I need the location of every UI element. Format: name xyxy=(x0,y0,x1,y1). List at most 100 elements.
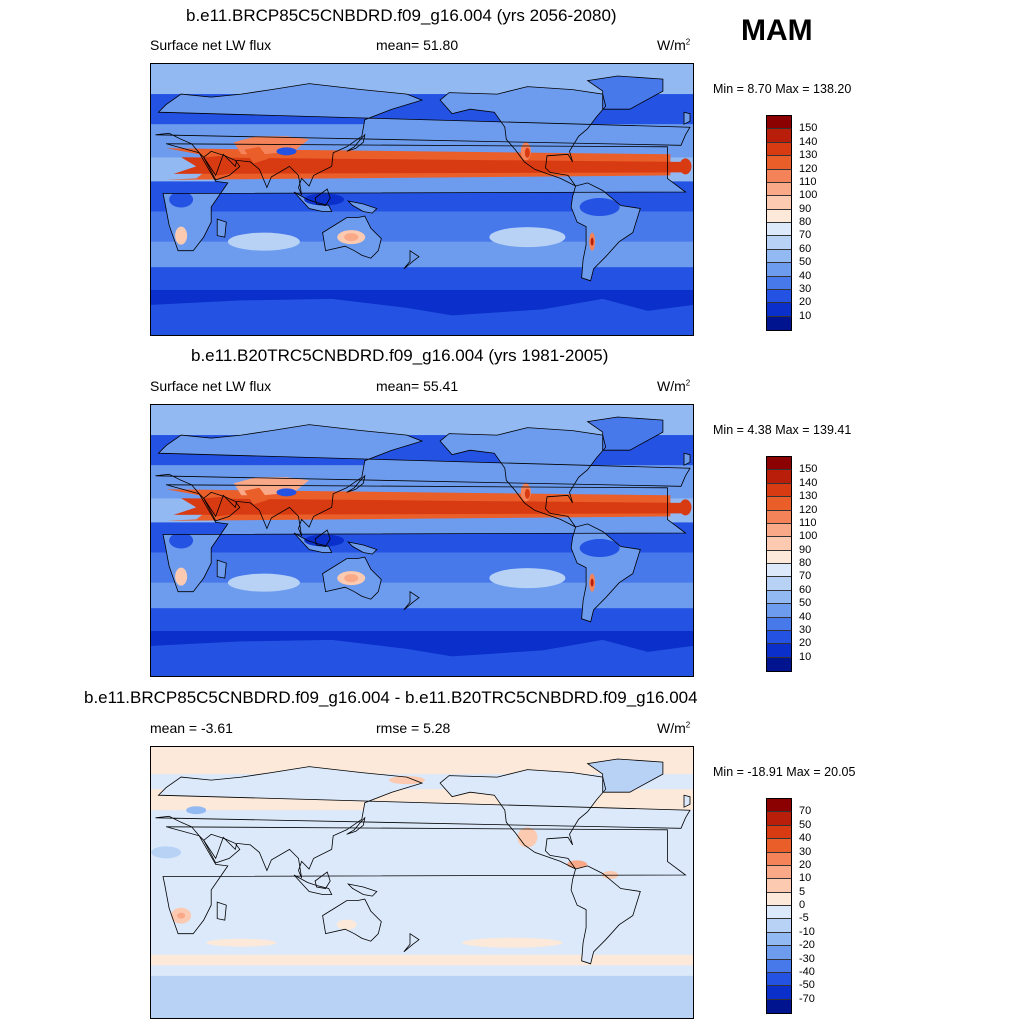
diff-field-patch xyxy=(177,912,186,919)
coastline-namerica xyxy=(439,769,607,870)
colorbar-tick-label: 50 xyxy=(799,256,812,269)
tropical-field xyxy=(579,198,620,217)
coastline-indonesia xyxy=(293,874,333,895)
colorbar-tick-label: 0 xyxy=(799,899,806,911)
colorbar-swatch xyxy=(767,604,791,618)
panel1-minmax: Min = 8.70 Max = 138.20 xyxy=(713,82,852,96)
desert-field xyxy=(244,487,269,505)
colorbar-tick-label: 10 xyxy=(799,872,812,885)
colorbar-swatch xyxy=(767,223,791,237)
land-field-uk xyxy=(684,795,690,808)
colorbar-tick-label: 110 xyxy=(799,175,817,188)
coastline-arabia xyxy=(203,150,241,181)
colorbar-swatch xyxy=(767,209,791,223)
ocean-field-patch xyxy=(489,568,566,589)
colorbar-tick-label: -30 xyxy=(799,952,815,965)
coastline-greenland xyxy=(586,758,664,793)
colorbar-swatch xyxy=(767,510,791,524)
colorbar-swatch xyxy=(767,169,791,183)
coastline-uk xyxy=(683,111,691,125)
colorbar-swatch xyxy=(767,919,791,933)
colorbar-tick-label: 70 xyxy=(799,805,812,818)
diff-field-band xyxy=(151,954,693,966)
panel3-minmax: Min = -18.91 Max = 20.05 xyxy=(713,765,856,779)
map-field-svg xyxy=(151,747,693,1018)
land-field-png xyxy=(348,201,377,214)
colorbar-tick-label: 100 xyxy=(799,189,818,202)
colorbar-swatches xyxy=(766,115,792,331)
colorbar-tick-label: -5 xyxy=(799,912,809,925)
colorbar-swatch xyxy=(767,457,791,471)
coastline-eurasia xyxy=(155,83,691,196)
panel2-variable-label: Surface net LW flux xyxy=(150,378,272,394)
colorbar-tick-label: 20 xyxy=(799,858,812,871)
tropical-field xyxy=(579,539,620,558)
desert-field xyxy=(175,226,188,245)
coastline-africa xyxy=(162,484,687,593)
panel3-rmse-label: rmse = 5.28 xyxy=(376,720,451,736)
land-field-indonesia xyxy=(294,875,332,895)
desert-field xyxy=(524,147,530,158)
diff-field-patch xyxy=(206,938,277,947)
colorbar-swatch xyxy=(767,812,791,826)
land-field-png xyxy=(348,542,377,555)
colorbar-swatch xyxy=(767,852,791,866)
desert-field xyxy=(173,498,686,515)
panel3-colorbar: 70 50 40 30 20 10 5 0 -5 -10 -20 -30 -40 -50 -70 xyxy=(766,798,846,1014)
tropical-field xyxy=(304,193,345,206)
colorbar-tick-label: -50 xyxy=(799,979,815,992)
desert-field xyxy=(590,578,594,587)
diff-field-patch xyxy=(462,937,563,948)
diff-field-patch xyxy=(151,846,182,859)
coastline-australia xyxy=(322,898,382,942)
land-field-eurasia xyxy=(155,83,690,195)
ocean-field-patch xyxy=(227,573,300,592)
coastline-australia xyxy=(322,215,382,259)
land-field-samerica xyxy=(571,865,641,964)
colorbar-swatch xyxy=(767,972,791,987)
coastline-madagascar xyxy=(216,559,227,579)
colorbar-swatch xyxy=(767,497,791,511)
tropical-field xyxy=(169,532,194,549)
season-label: MAM xyxy=(741,14,813,47)
colorbar-swatch xyxy=(767,644,791,658)
panel1-title: b.e11.BRCP85C5CNBDRD.f09_g16.004 (yrs 20… xyxy=(186,6,617,25)
colorbar-tick-label: 30 xyxy=(799,282,812,295)
panel3-mean-label: mean = -3.61 xyxy=(150,720,233,736)
tropical-field xyxy=(276,488,297,497)
colorbar-tick-label: 80 xyxy=(799,557,812,569)
colorbar-swatch xyxy=(767,879,791,893)
land-field-png xyxy=(348,884,377,897)
coastline-greenland xyxy=(586,75,664,110)
coastline-namerica xyxy=(439,427,607,528)
colorbar-tick-label: 30 xyxy=(799,845,812,858)
panel2-colorbar: 150 140 130 120 110 100 90 80 70 60 50 40 30 20 10 xyxy=(766,456,846,672)
panel2-units: W/m2 xyxy=(657,378,691,394)
coastline-eurasia xyxy=(155,766,691,879)
colorbar-tick-label: 50 xyxy=(799,597,812,610)
panel3-title: b.e11.BRCP85C5CNBDRD.f09_g16.004 - b.e11… xyxy=(84,688,698,707)
colorbar-swatch xyxy=(767,999,791,1013)
colorbar-swatch xyxy=(767,657,791,671)
colorbar-swatch xyxy=(767,537,791,551)
colorbar-tick-label: 130 xyxy=(799,490,818,503)
colorbar-swatch xyxy=(767,196,791,210)
map-field-svg xyxy=(151,405,693,676)
panel1-map xyxy=(150,63,694,336)
colorbar-swatch xyxy=(767,182,791,197)
land-field-namerica xyxy=(440,769,606,869)
desert-field xyxy=(344,574,359,583)
colorbar-tick-label: 40 xyxy=(799,269,812,282)
colorbar-tick-label: 5 xyxy=(799,885,806,898)
desert-field xyxy=(173,157,686,174)
ocean-field-band xyxy=(151,267,693,290)
colorbar-swatch xyxy=(767,470,791,484)
colorbar-tick-label: 90 xyxy=(799,543,812,556)
colorbar-tick-label: 40 xyxy=(799,832,812,845)
land-field-namerica xyxy=(440,427,606,527)
desert-field xyxy=(344,233,359,242)
coastline-nz xyxy=(403,249,420,270)
panel1-variable-label: Surface net LW flux xyxy=(150,37,272,53)
coastline-borneo xyxy=(314,188,331,206)
colorbar-swatch xyxy=(767,865,791,880)
